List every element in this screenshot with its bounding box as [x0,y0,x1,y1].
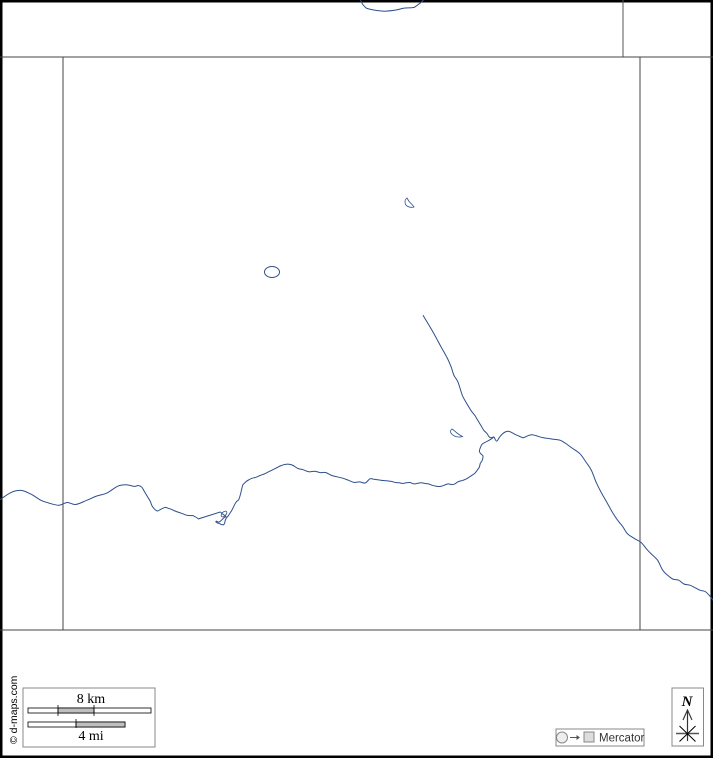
svg-text:4 mi: 4 mi [78,729,103,744]
svg-text:© d-maps.com: © d-maps.com [8,675,20,744]
svg-text:Mercator: Mercator [599,733,645,745]
svg-text:8 km: 8 km [77,692,106,707]
svg-text:N: N [681,694,694,710]
